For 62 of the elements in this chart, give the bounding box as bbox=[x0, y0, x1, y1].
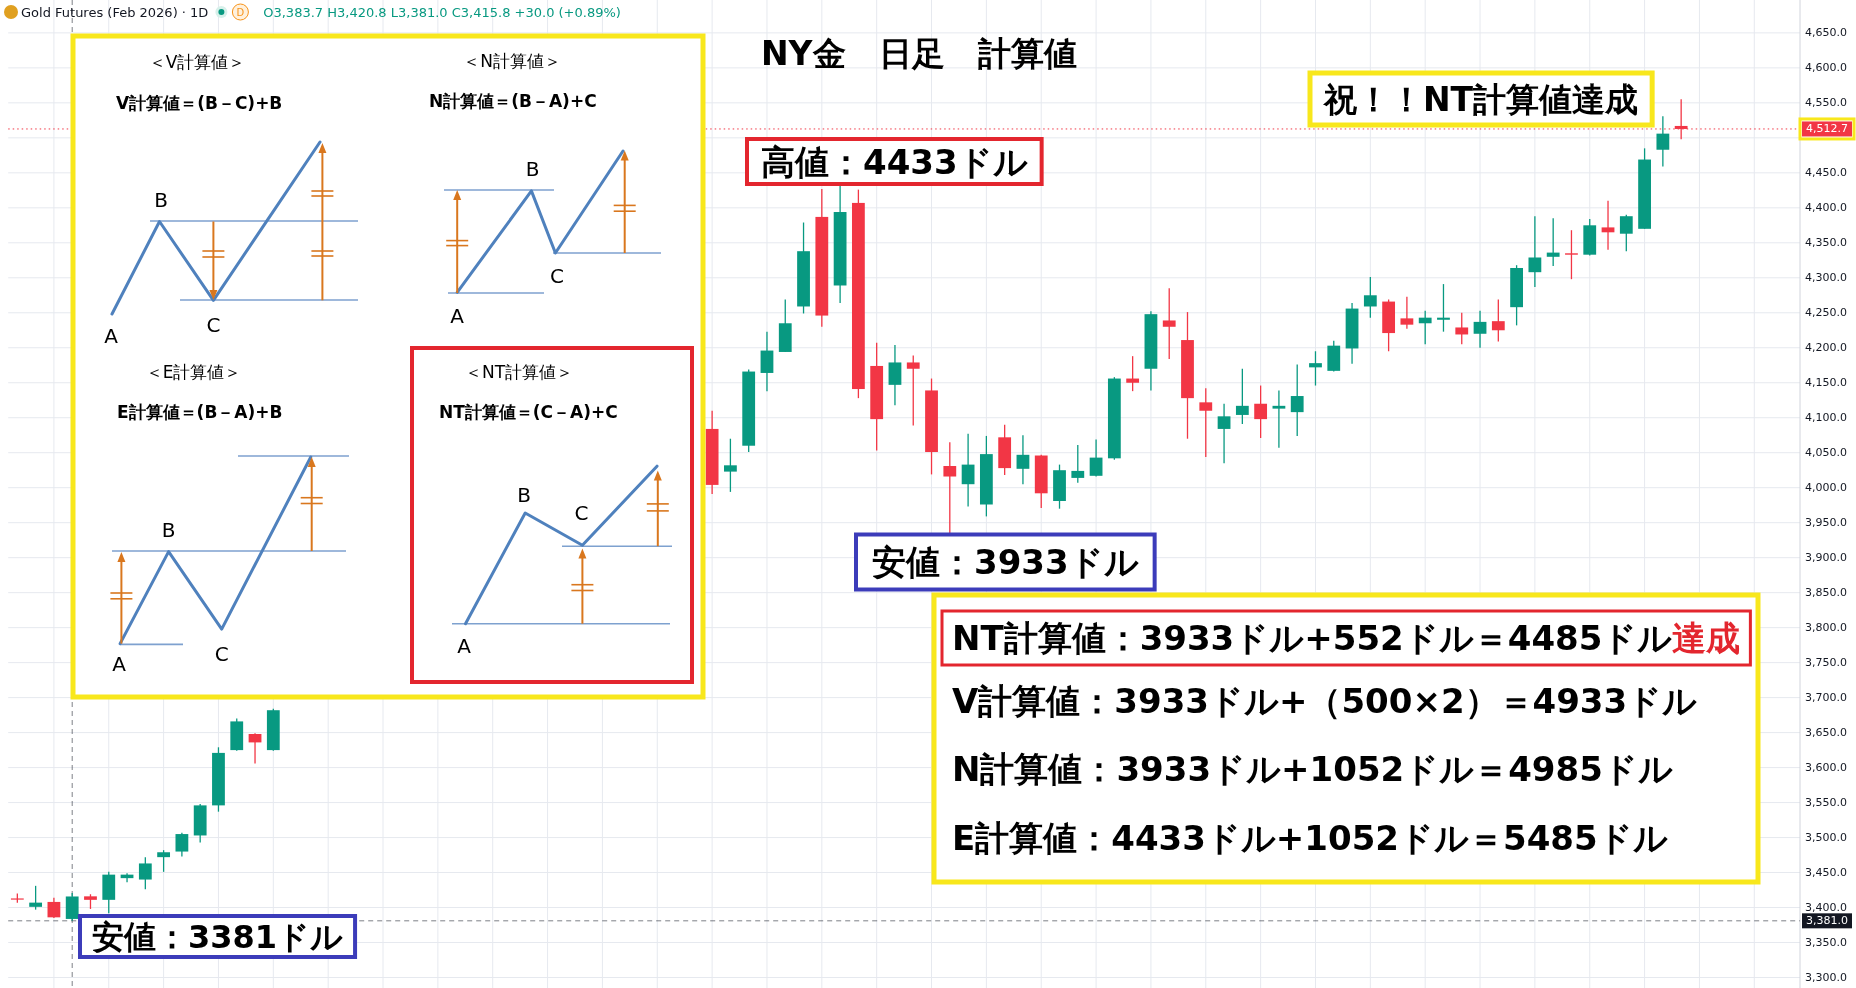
y-tick-label: 3,500.0 bbox=[1805, 831, 1847, 845]
y-tick-label: 4,050.0 bbox=[1805, 446, 1847, 460]
annotation: NT計算値：3933ドル+552ドル＝4485ドル bbox=[952, 618, 1673, 658]
annotation: B bbox=[161, 517, 176, 542]
annotation: 祝！！NT計算値達成 bbox=[1322, 79, 1639, 119]
y-tick-label: 4,250.0 bbox=[1805, 306, 1847, 320]
annotation: C bbox=[550, 264, 564, 288]
y-tick-label: 3,600.0 bbox=[1805, 761, 1847, 775]
annotation: D bbox=[236, 6, 245, 18]
y-tick-label: 3,700.0 bbox=[1805, 691, 1847, 705]
annotation: ＜E計算値＞ bbox=[145, 362, 242, 382]
y-tick-label: 3,450.0 bbox=[1805, 866, 1847, 880]
annotation: A bbox=[457, 634, 472, 658]
ref-line-label: 4,512.7 bbox=[1806, 122, 1848, 136]
y-tick-label: 3,850.0 bbox=[1805, 586, 1847, 600]
annotation: E計算値＝(B－A)+B bbox=[117, 402, 283, 422]
annotation: B bbox=[517, 483, 531, 507]
annotation: 達成 bbox=[1672, 618, 1741, 658]
y-tick-label: 4,200.0 bbox=[1805, 341, 1847, 355]
annotation: A bbox=[112, 652, 127, 676]
y-tick-label: 4,150.0 bbox=[1805, 376, 1847, 390]
annotation: ＜NT計算値＞ bbox=[464, 362, 574, 382]
annotation: N計算値：3933ドル+1052ドル＝4985ドル bbox=[952, 749, 1673, 789]
annotation: V計算値＝(B－C)+B bbox=[116, 92, 283, 113]
y-tick-label: 4,400.0 bbox=[1805, 201, 1847, 215]
annotation: A bbox=[450, 304, 465, 328]
annotation: A bbox=[104, 324, 119, 348]
y-tick-label: 4,450.0 bbox=[1805, 166, 1847, 180]
annotation: V計算値：3933ドル+（500×2）＝4933ドル bbox=[952, 681, 1698, 721]
y-tick-label: 3,750.0 bbox=[1805, 656, 1847, 670]
annotation: 高値：4433ドル bbox=[761, 141, 1028, 182]
annotation: 安値：3933ドル bbox=[872, 542, 1139, 582]
annotation: ＜V計算値＞ bbox=[148, 52, 246, 72]
y-tick-label: 4,600.0 bbox=[1805, 61, 1847, 75]
y-tick-label: 4,000.0 bbox=[1805, 481, 1847, 495]
annotation: B bbox=[525, 157, 540, 181]
y-tick-label: 3,400.0 bbox=[1805, 901, 1847, 915]
y-tick-label: 3,300.0 bbox=[1805, 971, 1847, 984]
annotation: B bbox=[154, 188, 168, 212]
y-tick-label: 3,800.0 bbox=[1805, 621, 1847, 635]
ref-line-label: 3,381.0 bbox=[1806, 914, 1848, 928]
annotation: E計算値：4433ドル+1052ドル＝5485ドル bbox=[952, 818, 1668, 858]
text: NY金 日足 計算値 bbox=[761, 33, 1077, 73]
annotation: C bbox=[574, 501, 589, 525]
y-tick-label: 4,350.0 bbox=[1805, 236, 1847, 250]
annotation: C bbox=[214, 642, 229, 666]
annotation: N計算値＝(B－A)+C bbox=[429, 91, 597, 111]
annotation: NT計算値＝(C－A)+C bbox=[439, 402, 618, 422]
annotation: O3,383.7 H3,420.8 L3,381.0 C3,415.8 +30.0 (+0.89%) bbox=[263, 4, 621, 20]
annotation: 安値：3381ドル bbox=[92, 917, 344, 956]
y-tick-label: 3,950.0 bbox=[1805, 516, 1847, 530]
y-tick-label: 4,300.0 bbox=[1805, 271, 1847, 285]
y-tick-label: 3,350.0 bbox=[1805, 936, 1847, 950]
y-tick-label: 3,550.0 bbox=[1805, 796, 1847, 810]
annotation: C bbox=[206, 313, 221, 337]
y-tick-label: 4,650.0 bbox=[1805, 26, 1847, 40]
y-tick-label: 4,550.0 bbox=[1805, 96, 1847, 110]
y-tick-label: 4,100.0 bbox=[1805, 411, 1847, 425]
annotation: ＜N計算値＞ bbox=[463, 51, 561, 71]
annotation: Gold Futures (Feb 2026) · 1D bbox=[21, 4, 209, 20]
y-tick-label: 3,900.0 bbox=[1805, 551, 1847, 565]
y-tick-label: 3,650.0 bbox=[1805, 726, 1847, 740]
